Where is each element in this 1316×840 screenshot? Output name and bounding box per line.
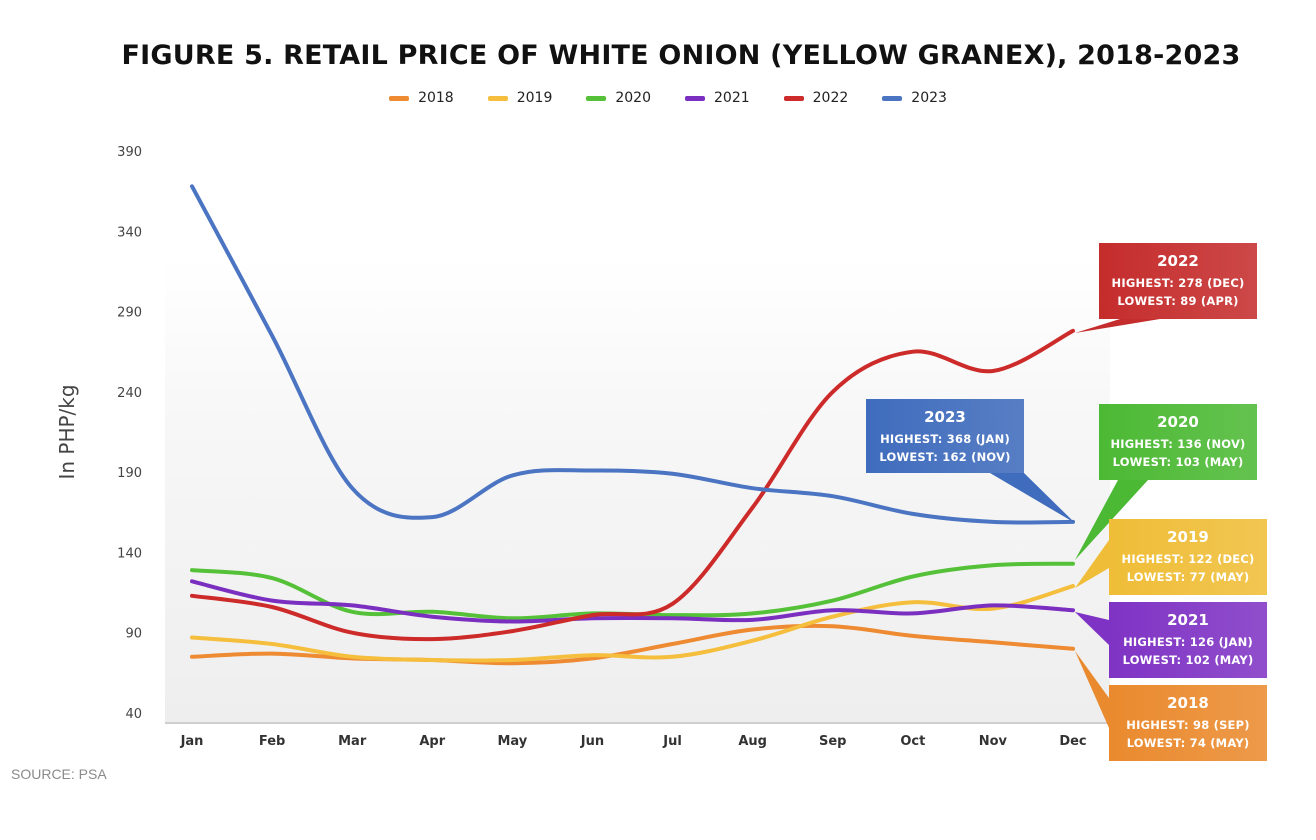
callout-year: 2023 [924,408,966,426]
x-tick-label: Jan [180,734,204,749]
plot-background [165,258,1110,723]
legend-item-2021: 2021 [685,90,750,106]
callout-pointer-2023 [990,473,1075,523]
x-tick-label: Nov [979,734,1008,749]
callout-highest: HIGHEST: 136 (NOV) [1110,437,1246,451]
x-tick-label: Jul [662,734,682,749]
y-tick-labels: 390 340 290 240 190 140 90 40 [117,145,142,722]
callout-pointer-2018 [1075,651,1109,728]
series-line-2022 [190,328,1075,642]
callout-year: 2018 [1167,694,1209,712]
legend-label: 2019 [516,90,553,106]
legend-item-2023: 2023 [882,90,947,106]
y-tick-label: 40 [125,707,142,722]
series-line-2019 [190,584,1075,663]
callout-highest: HIGHEST: 278 (DEC) [1111,276,1245,290]
callout-lowest: LOWEST: 89 (APR) [1117,294,1239,308]
callout-highest: HIGHEST: 368 (JAN) [880,432,1010,446]
legend-label: 2023 [911,90,947,106]
legend-label: 2022 [812,90,849,106]
x-tick-label: Feb [259,734,285,749]
callout-year: 2019 [1167,528,1209,546]
x-tick-labels: Jan Feb Mar Apr May Jun Jul Aug Sep Oct Nov Dec [180,734,1087,749]
callout-lowest: LOWEST: 74 (MAY) [1126,736,1250,750]
callout-year: 2021 [1167,611,1209,629]
legend-swatch [882,95,903,101]
legend-item-2022: 2022 [783,90,849,106]
callout-pointer-2021 [1075,612,1109,645]
callout-2019: 2019 HIGHEST: 122 (DEC) LOWEST: 77 (MAY) [1109,519,1267,595]
callout-2023: 2023 HIGHEST: 368 (JAN) LOWEST: 162 (NOV) [866,399,1024,473]
callout-2021: 2021 HIGHEST: 126 (JAN) LOWEST: 102 (MAY) [1109,602,1267,678]
callout-lowest: LOWEST: 77 (MAY) [1126,570,1250,584]
series-line-2021 [190,579,1075,624]
callout-highest: HIGHEST: 126 (JAN) [1123,635,1253,649]
callout-pointer-2019 [1075,540,1109,588]
y-tick-label: 390 [117,145,142,160]
callout-lowest: LOWEST: 103 (MAY) [1112,455,1244,469]
x-tick-label: Apr [419,734,445,749]
callout-highest: HIGHEST: 122 (DEC) [1121,552,1255,566]
x-tick-label: Dec [1059,734,1086,749]
callout-2020: 2020 HIGHEST: 136 (NOV) LOWEST: 103 (MAY) [1099,404,1257,480]
legend-item-2019: 2019 [487,90,553,106]
callout-2018: 2018 HIGHEST: 98 (SEP) LOWEST: 74 (MAY) [1109,685,1267,761]
callout-2022: 2022 HIGHEST: 278 (DEC) LOWEST: 89 (APR) [1099,243,1257,319]
y-tick-label: 190 [117,466,142,481]
source-note: SOURCE: PSA [11,766,107,782]
series-lines [190,184,1075,666]
y-tick-label: 90 [125,627,142,642]
legend-item-2018: 2018 [389,90,454,106]
legend: 2018 2019 2020 2021 2022 2023 [0,90,1316,106]
y-axis-label: In PHP/kg [55,384,79,479]
legend-swatch [389,95,410,101]
legend-swatch [487,95,508,101]
callout-year: 2020 [1157,413,1199,431]
legend-label: 2018 [418,90,454,106]
callout-year: 2022 [1157,252,1199,270]
y-tick-label: 290 [117,306,142,321]
legend-item-2020: 2020 [586,90,651,106]
x-tick-label: Mar [338,734,367,749]
x-tick-label: Aug [738,734,767,749]
callout-lowest: LOWEST: 162 (NOV) [879,450,1011,464]
y-tick-label: 140 [117,546,142,561]
x-tick-label: Sep [819,734,847,749]
legend-label: 2021 [714,90,750,106]
legend-swatch [685,95,705,101]
x-tick-label: Jun [580,734,604,749]
callout-lowest: LOWEST: 102 (MAY) [1122,653,1254,667]
legend-swatch [586,95,607,101]
callout-pointer-2022 [1075,319,1160,333]
legend-label: 2020 [615,90,651,106]
legend-swatch [783,95,804,101]
series-line-2023 [190,184,1075,525]
chart-title: FIGURE 5. RETAIL PRICE OF WHITE ONION (Y… [121,40,1241,71]
x-tick-label: May [497,734,527,749]
y-tick-label: 340 [117,225,142,240]
y-tick-label: 240 [117,386,142,401]
x-tick-label: Oct [900,734,925,749]
callout-highest: HIGHEST: 98 (SEP) [1126,718,1250,732]
